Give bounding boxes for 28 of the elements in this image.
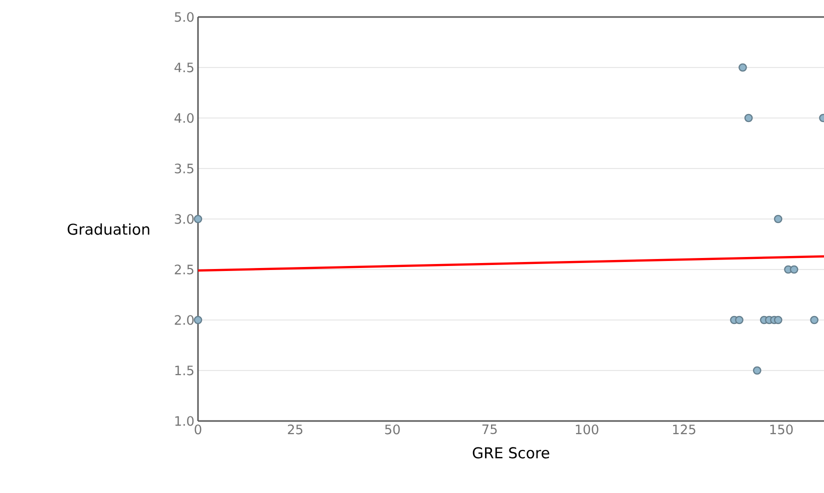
x-tick-label: 0: [194, 424, 202, 434]
point: [752, 366, 762, 375]
y-tick-label: 2.0: [174, 315, 194, 325]
x-axis-title: GRE Score: [472, 447, 550, 458]
y-axis-title: Graduation: [68, 223, 150, 235]
y-tick-label: 3.0: [174, 214, 194, 224]
x-tick-label: 25: [288, 424, 302, 434]
x-tick-label: 100: [576, 424, 598, 434]
y-tick-label: 5.0: [174, 12, 194, 22]
x-tick-label: 125: [673, 424, 696, 434]
y-tick-label: 4.0: [174, 113, 194, 123]
point: [790, 265, 798, 274]
point: [774, 316, 782, 324]
y-tick-label: 2.5: [174, 264, 194, 274]
point: [194, 214, 202, 224]
y-tick-label: 4.5: [174, 62, 194, 72]
point: [774, 214, 782, 224]
point: [194, 316, 202, 324]
point: [810, 316, 818, 324]
y-tick-label: 1.0: [175, 416, 194, 426]
x-tick-label: 75: [482, 424, 497, 434]
point: [744, 114, 753, 122]
point: [735, 316, 744, 324]
y-tick-label: 3.5: [174, 164, 194, 174]
x-tick-label: 150: [770, 424, 793, 434]
x-tick-label: 50: [385, 424, 400, 434]
point: [738, 63, 747, 72]
y-tick-label: 1.5: [175, 366, 194, 376]
